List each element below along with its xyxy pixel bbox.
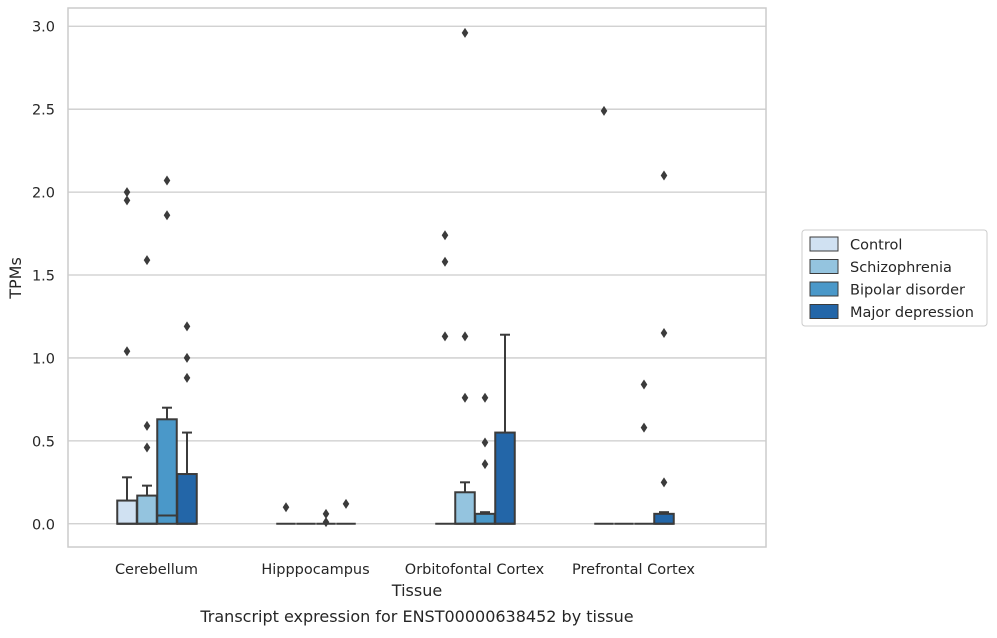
plot-frame <box>67 7 767 548</box>
outlier-point <box>461 27 469 38</box>
legend-frame <box>801 229 988 327</box>
outlier-point <box>143 420 151 431</box>
outlier-point <box>143 255 151 266</box>
legend-label: Control <box>850 238 902 254</box>
outlier-point <box>123 195 131 206</box>
y-tick-label: 1.5 <box>32 269 55 285</box>
outlier-point <box>600 105 608 116</box>
x-tick-label: Cerebellum <box>115 562 198 578</box>
outlier-point <box>123 346 131 357</box>
x-axis-label: Tissue <box>391 581 442 600</box>
box-mark <box>653 511 675 525</box>
legend-label: Schizophrenia <box>850 260 952 276</box>
legend-swatch <box>809 259 839 274</box>
outlier-point <box>640 379 648 390</box>
legend-swatch <box>809 281 839 297</box>
y-axis-label: TPMs <box>6 257 25 300</box>
outlier-point <box>660 328 668 339</box>
y-tick-label: 0.5 <box>32 434 55 450</box>
x-tick-labels: Cerebellum Hipppocampus Orbitofontal Corte… <box>115 562 695 578</box>
outlier-point <box>123 187 131 198</box>
outlier-point <box>322 508 330 519</box>
outlier-point <box>183 372 191 383</box>
outlier-point <box>163 210 171 221</box>
outlier-point <box>660 477 668 488</box>
box-body <box>653 512 675 525</box>
y-tick-labels: 0.0 0.5 1.0 1.5 2.0 2.5 3.0 <box>32 20 55 534</box>
y-tick-label: 1.0 <box>32 351 55 367</box>
box-body <box>156 418 178 525</box>
box-body <box>454 491 476 525</box>
outlier-point <box>342 498 350 509</box>
outlier-point <box>322 517 330 528</box>
outlier-point <box>461 331 469 342</box>
x-tick-label: Orbitofontal Cortex <box>405 562 545 578</box>
x-tick-label: Hipppocampus <box>261 562 369 578</box>
y-tick-label: 2.5 <box>32 103 55 119</box>
box-mark <box>494 333 516 525</box>
legend-swatch <box>809 304 839 319</box>
outlier-point <box>441 256 449 267</box>
outlier-point <box>481 392 489 403</box>
box-body <box>116 499 138 525</box>
box-mark <box>176 431 198 525</box>
outlier-point <box>441 230 449 241</box>
box-body <box>176 473 198 525</box>
outlier-point <box>640 422 648 433</box>
box-body <box>136 494 158 525</box>
outlier-point <box>441 331 449 342</box>
x-tick-label: Prefrontal Cortex <box>572 562 695 578</box>
outlier-point <box>481 459 489 470</box>
legend-label: Major depression <box>850 305 974 321</box>
box-body <box>494 431 516 525</box>
legend-swatch <box>809 236 839 252</box>
box-marks <box>116 333 675 525</box>
outlier-marks <box>123 27 668 528</box>
chart-caption: Transcript expression for ENST0000063845… <box>199 607 633 626</box>
y-tick-label: 2.0 <box>32 186 55 202</box>
box-mark <box>156 406 178 525</box>
outlier-point <box>163 175 171 186</box>
y-tick-label: 0.0 <box>32 517 55 533</box>
outlier-point <box>461 392 469 403</box>
y-tick-label: 3.0 <box>32 20 55 36</box>
outlier-point <box>660 170 668 181</box>
box-body <box>474 512 496 525</box>
legend-items: Control Schizophrenia Bipolar disorder Majo… <box>809 236 974 321</box>
outlier-point <box>481 437 489 448</box>
outlier-point <box>143 442 151 453</box>
legend: Control Schizophrenia Bipolar disorder Majo… <box>801 229 988 327</box>
legend-label: Bipolar disorder <box>850 283 965 299</box>
outlier-point <box>183 352 191 363</box>
box-mark <box>454 481 476 525</box>
outlier-point <box>183 321 191 332</box>
box-mark <box>116 476 138 525</box>
box-mark <box>474 511 496 525</box>
plot-area <box>68 8 766 547</box>
outlier-point <box>282 502 290 513</box>
